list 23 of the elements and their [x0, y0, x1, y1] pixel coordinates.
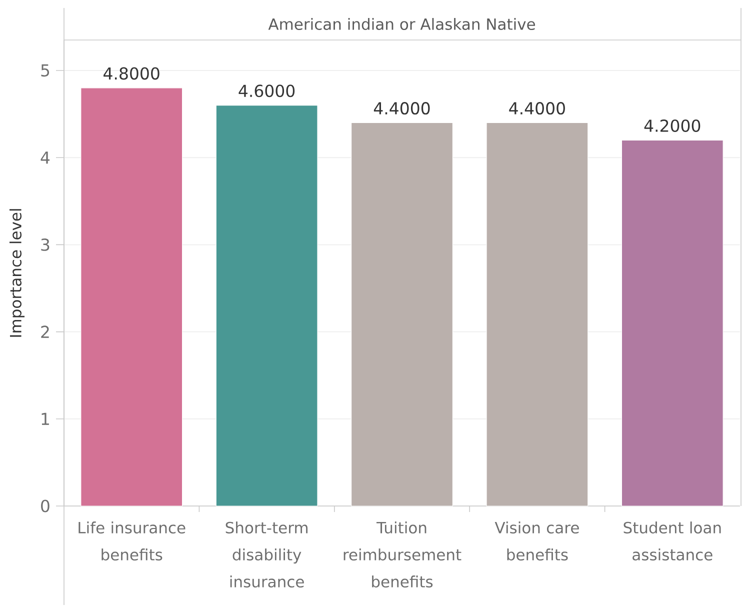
bar	[80, 88, 183, 506]
y-tick-label: 1	[42, 412, 49, 425]
chart-title: American indian or Alaskan Native	[268, 18, 536, 30]
data-label: 4.2000	[644, 119, 700, 132]
y-tick-label: 4	[40, 152, 50, 164]
x-tick-label: Short-term disability insurance	[226, 522, 308, 588]
x-tick-label: Life insurance benefits	[78, 522, 186, 561]
bar	[621, 140, 724, 506]
y-tick-label: 0	[41, 500, 50, 512]
y-tick-label: 2	[41, 326, 49, 338]
x-tick-label: Tuition reimbursement benefits	[344, 522, 462, 588]
y-tick-label: 3	[41, 238, 50, 251]
bar	[351, 122, 454, 506]
data-label: 4.4000	[374, 102, 430, 115]
y-tick-label: 5	[41, 64, 50, 77]
x-tick-label: Student loan assistance	[624, 522, 721, 561]
data-label: 4.6000	[238, 84, 295, 98]
data-label: 4.8000	[104, 67, 160, 80]
y-axis-title: Importance level	[10, 209, 25, 337]
bar	[216, 105, 318, 506]
x-tick-label: Vision care benefits	[494, 522, 579, 561]
data-label: 4.4000	[509, 102, 565, 115]
bar	[486, 122, 588, 506]
